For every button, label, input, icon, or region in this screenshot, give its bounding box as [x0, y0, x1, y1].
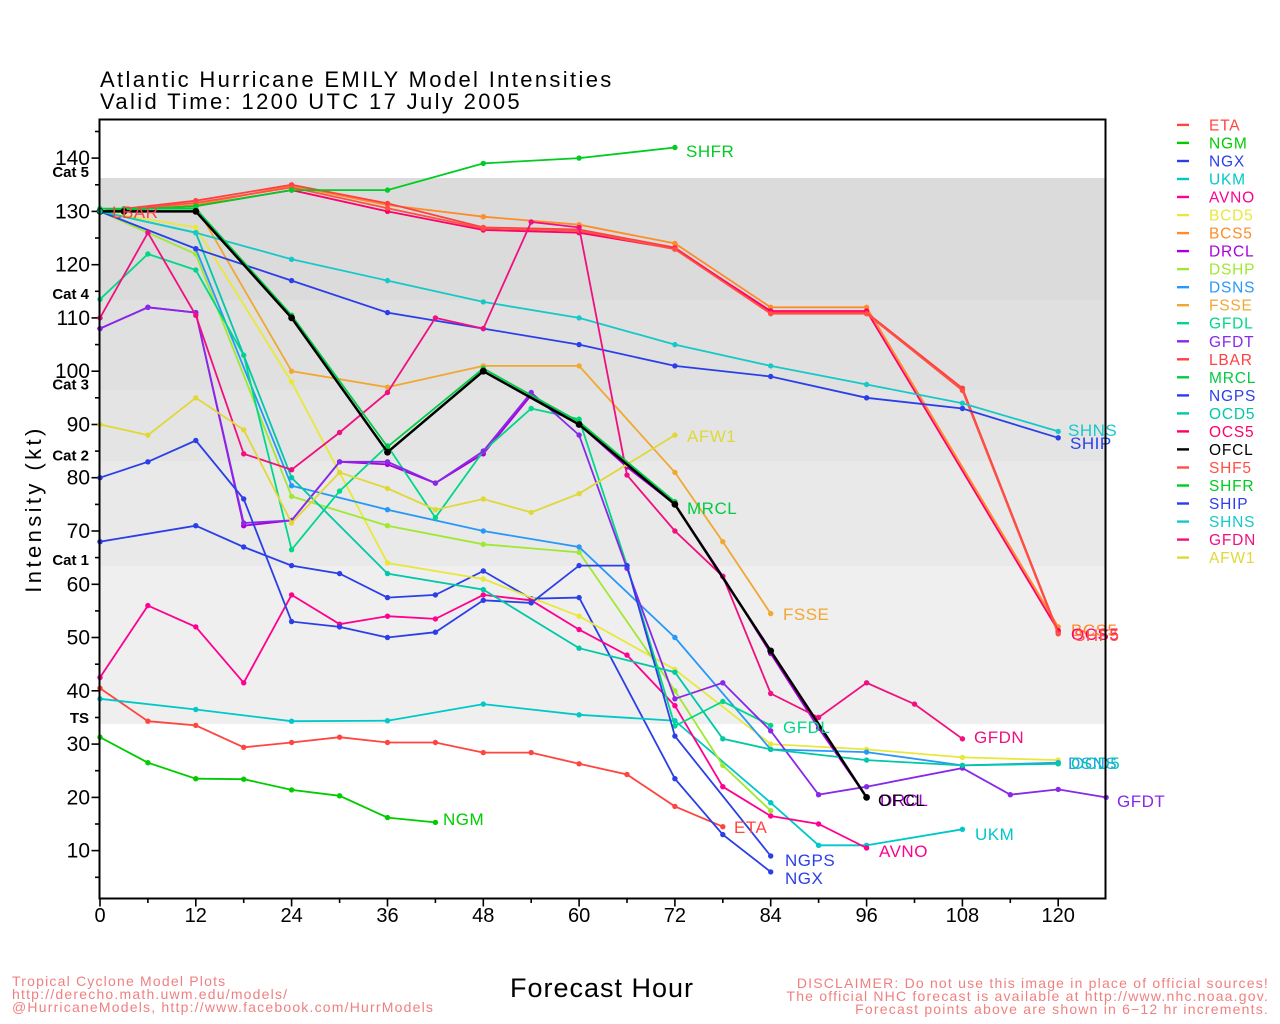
svg-text:NGX: NGX: [1209, 154, 1245, 171]
svg-text:http://derecho.math.uwm.edu/mo: http://derecho.math.uwm.edu/models/: [12, 986, 288, 1002]
svg-text:GFDL: GFDL: [783, 718, 830, 737]
svg-text:UKM: UKM: [1209, 172, 1246, 189]
svg-text:60: 60: [67, 573, 90, 596]
svg-text:24: 24: [280, 905, 302, 927]
svg-text:ETA: ETA: [1209, 117, 1240, 134]
svg-text:120: 120: [55, 254, 90, 277]
svg-text:SHFR: SHFR: [686, 142, 734, 161]
svg-text:130: 130: [55, 200, 90, 223]
svg-text:UKM: UKM: [975, 825, 1014, 844]
svg-text:SHFR: SHFR: [1209, 478, 1254, 495]
svg-text:DSHP: DSHP: [1209, 262, 1255, 279]
svg-text:ETA: ETA: [734, 818, 767, 837]
svg-text:10: 10: [67, 840, 90, 863]
svg-text:Valid Time: 1200 UTC 17 July 2: Valid Time: 1200 UTC 17 July 2005: [100, 89, 522, 114]
svg-text:OCS5: OCS5: [1209, 424, 1254, 441]
svg-text:70: 70: [67, 520, 90, 543]
svg-text:DRCL: DRCL: [1209, 244, 1254, 261]
svg-text:SHIP: SHIP: [1209, 496, 1248, 513]
svg-text:DSNS: DSNS: [1209, 280, 1255, 297]
svg-text:50: 50: [67, 627, 90, 650]
svg-text:Cat 1: Cat 1: [52, 552, 89, 569]
svg-text:Atlantic Hurricane EMILY Model: Atlantic Hurricane EMILY Model Intensiti…: [100, 67, 614, 92]
svg-text:AFW1: AFW1: [1209, 550, 1255, 567]
svg-text:96: 96: [855, 905, 877, 927]
svg-text:36: 36: [376, 905, 398, 927]
svg-text:84: 84: [760, 905, 782, 927]
svg-text:NGX: NGX: [785, 869, 823, 888]
svg-text:SHNS: SHNS: [1209, 514, 1255, 531]
svg-text:SHF5: SHF5: [1209, 460, 1252, 477]
svg-text:72: 72: [664, 905, 686, 927]
svg-text:Intensity (kt): Intensity (kt): [21, 425, 46, 592]
svg-text:DISCLAIMER: Do not use this im: DISCLAIMER: Do not use this image in pla…: [797, 975, 1269, 991]
svg-text:48: 48: [472, 905, 494, 927]
svg-text:140: 140: [55, 147, 90, 170]
svg-text:GFDT: GFDT: [1117, 792, 1165, 811]
svg-text:NGM: NGM: [1209, 135, 1248, 152]
svg-text:GFDT: GFDT: [1209, 334, 1254, 351]
svg-text:12: 12: [185, 905, 207, 927]
svg-text:110: 110: [57, 307, 90, 330]
svg-text:NGM: NGM: [443, 810, 484, 829]
svg-text:MRCL: MRCL: [687, 499, 737, 518]
svg-text:Cat 5: Cat 5: [52, 164, 89, 181]
svg-text:LBAR: LBAR: [1209, 352, 1253, 369]
svg-text:0: 0: [94, 905, 105, 927]
svg-text:FSSE: FSSE: [783, 605, 829, 624]
svg-text:108: 108: [946, 905, 979, 927]
svg-text:40: 40: [67, 680, 90, 703]
svg-text:SHIP: SHIP: [1070, 434, 1112, 453]
svg-text:OCS5: OCS5: [1071, 625, 1119, 644]
svg-text:Cat 2: Cat 2: [52, 448, 89, 465]
svg-text:The official NHC forecast is a: The official NHC forecast is available a…: [786, 988, 1269, 1004]
svg-text:80: 80: [67, 467, 90, 490]
svg-text:FSSE: FSSE: [1209, 298, 1253, 315]
svg-text:Forecast points above are show: Forecast points above are shown in 6−12 …: [855, 1001, 1269, 1017]
svg-text:BCS5: BCS5: [1209, 226, 1253, 243]
svg-text:TS: TS: [70, 710, 89, 727]
svg-text:BCD5: BCD5: [1209, 208, 1254, 225]
svg-text:120: 120: [1042, 905, 1075, 927]
svg-text:Tropical Cyclone Model Plots: Tropical Cyclone Model Plots: [12, 973, 226, 989]
svg-text:OCD5: OCD5: [1209, 406, 1255, 423]
svg-text:GFDN: GFDN: [974, 728, 1024, 747]
svg-text:GFDN: GFDN: [1209, 532, 1256, 549]
svg-text:Forecast Hour: Forecast Hour: [510, 973, 694, 1003]
svg-text:NGPS: NGPS: [1209, 388, 1256, 405]
svg-text:@HurricaneModels, http://www.f: @HurricaneModels, http://www.facebook.co…: [12, 999, 434, 1015]
svg-text:AVNO: AVNO: [879, 842, 928, 861]
svg-text:90: 90: [67, 414, 90, 437]
svg-text:GFDL: GFDL: [1209, 316, 1254, 333]
svg-text:20: 20: [67, 786, 90, 809]
svg-text:100: 100: [55, 360, 90, 383]
svg-text:OCD5: OCD5: [1071, 754, 1120, 773]
svg-text:OFCL: OFCL: [878, 791, 925, 810]
svg-text:Cat 4: Cat 4: [52, 286, 89, 303]
svg-text:60: 60: [568, 905, 590, 927]
svg-text:AVNO: AVNO: [1209, 190, 1255, 207]
svg-text:DRCL: DRCL: [880, 791, 928, 810]
svg-text:MRCL: MRCL: [1209, 370, 1256, 387]
svg-text:Cat 3: Cat 3: [52, 377, 89, 394]
svg-text:NGPS: NGPS: [785, 851, 835, 870]
svg-text:LBAR: LBAR: [112, 203, 158, 222]
svg-text:AFW1: AFW1: [687, 427, 736, 446]
svg-text:SHF5: SHF5: [1074, 626, 1119, 645]
svg-text:SHNS: SHNS: [1068, 421, 1117, 440]
svg-text:30: 30: [67, 733, 90, 756]
svg-text:OFCL: OFCL: [1209, 442, 1254, 459]
